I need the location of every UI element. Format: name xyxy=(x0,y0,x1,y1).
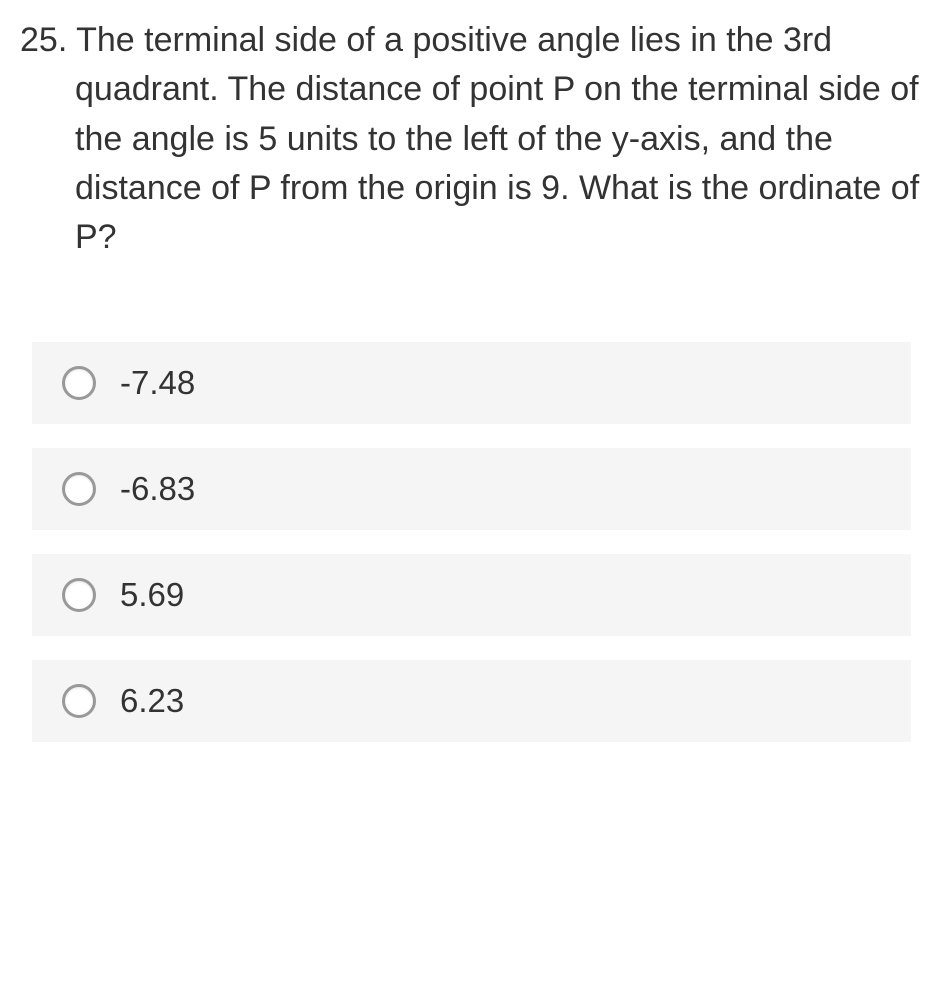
option-row[interactable]: 5.69 xyxy=(32,554,911,636)
question-text: 25. The terminal side of a positive angl… xyxy=(75,16,923,262)
radio-icon[interactable] xyxy=(62,366,96,400)
question-number: 25. xyxy=(20,21,67,59)
question-container: 25. The terminal side of a positive angl… xyxy=(20,16,923,262)
question-body: The terminal side of a positive angle li… xyxy=(75,21,919,256)
option-row[interactable]: -6.83 xyxy=(32,448,911,530)
radio-icon[interactable] xyxy=(62,472,96,506)
option-label: -6.83 xyxy=(120,470,195,508)
options-container: -7.48 -6.83 5.69 6.23 xyxy=(20,342,923,742)
radio-icon[interactable] xyxy=(62,578,96,612)
option-label: 6.23 xyxy=(120,682,184,720)
radio-icon[interactable] xyxy=(62,684,96,718)
option-row[interactable]: -7.48 xyxy=(32,342,911,424)
option-label: -7.48 xyxy=(120,364,195,402)
option-label: 5.69 xyxy=(120,576,184,614)
option-row[interactable]: 6.23 xyxy=(32,660,911,742)
